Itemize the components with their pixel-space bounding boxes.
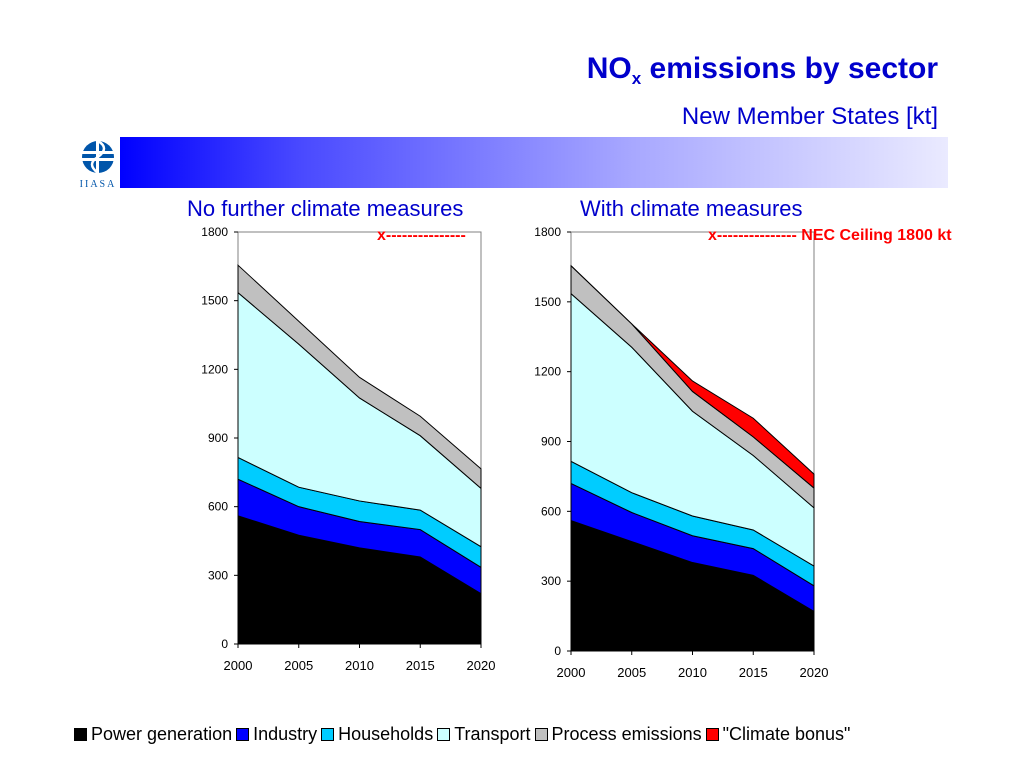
iiasa-logo-icon: IIASA [76,136,120,190]
legend: Power generation Industry Households Transp… [74,724,854,745]
x-tick-label: 2000 [224,658,253,673]
nec-ceiling-annotation: x--------------- [377,227,466,244]
x-tick-label: 2000 [557,665,586,680]
x-tick-label: 2020 [467,658,496,673]
legend-swatch [534,728,548,741]
legend-swatch [321,728,335,741]
legend-item-process: Process emissions [534,724,702,745]
x-tick-label: 2005 [284,658,313,673]
chart-left: 0 300 600 900 1200 1500 1800 2000 2005 2010 2015 20… [201,225,496,673]
legend-item-households: Households [321,724,433,745]
area-process [237,264,482,490]
y-tick-label: 300 [208,568,228,582]
y-tick-label: 900 [541,435,561,449]
header-banner [120,137,948,188]
y-tick-label: 1500 [201,294,228,308]
legend-label: Industry [253,724,318,744]
y-tick-label: 1200 [201,362,228,376]
legend-label: Power generation [91,724,233,744]
x-tick-label: 2005 [617,665,646,680]
y-tick-label: 1500 [534,295,561,309]
x-tick-label: 2020 [800,665,829,680]
page-title: NOx emissions by sector [586,52,938,88]
y-tick-label: 600 [541,504,561,518]
legend-label: "Climate bonus" [722,724,851,744]
y-tick-label: 600 [208,500,228,514]
x-tick-label: 2010 [345,658,374,673]
x-tick-label: 2015 [739,665,768,680]
legend-swatch [437,728,451,741]
logo-text: IIASA [80,179,117,190]
page-subtitle: New Member States [kt] [681,103,938,130]
legend-item-bonus: "Climate bonus" [705,724,851,745]
y-tick-label: 1800 [534,225,561,239]
y-tick-label: 0 [221,637,228,651]
area-bonus [570,265,815,490]
y-tick-label: 1200 [534,365,561,379]
legend-item-power: Power generation [74,724,232,745]
chart-title-right: With climate measures [580,196,803,221]
chart-title-left: No further climate measures [187,196,464,221]
legend-swatch [236,728,250,741]
legend-swatch [705,728,719,741]
legend-label: Transport [454,724,531,744]
legend-label: Process emissions [551,724,702,744]
legend-item-industry: Industry [236,724,317,745]
y-tick-label: 900 [208,431,228,445]
iiasa-logo: IIASA [76,136,120,190]
chart-right: 0 300 600 900 1200 1500 1800 2000 2005 2010 2015 20… [534,225,952,680]
y-tick-label: 300 [541,574,561,588]
y-tick-label: 0 [554,644,561,658]
legend-label: Households [338,724,434,744]
y-tick-label: 1800 [201,225,228,239]
legend-item-transport: Transport [437,724,531,745]
legend-swatch [74,728,87,741]
x-tick-label: 2015 [406,658,435,673]
nec-ceiling-annotation: x--------------- NEC Ceiling 1800 kt [708,227,952,244]
x-tick-label: 2010 [678,665,707,680]
